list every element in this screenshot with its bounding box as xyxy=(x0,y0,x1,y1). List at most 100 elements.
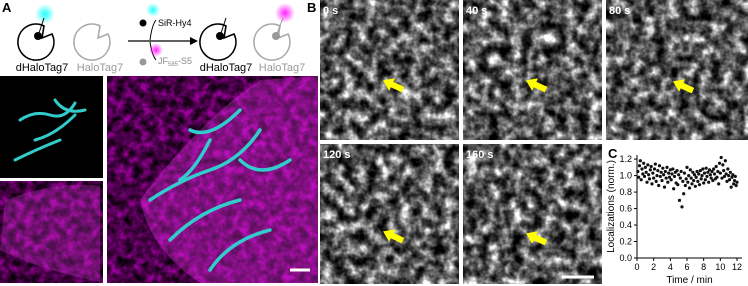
data-point xyxy=(642,174,647,179)
data-point xyxy=(663,169,667,174)
data-point xyxy=(695,169,699,174)
data-point xyxy=(733,174,737,179)
x-tick-label: 6 xyxy=(684,262,689,272)
data-point xyxy=(719,155,723,160)
data-point xyxy=(732,182,736,186)
data-point xyxy=(711,178,715,183)
data-point xyxy=(725,179,729,183)
ligand-suffix: -S5 xyxy=(178,56,192,66)
data-point xyxy=(647,173,651,177)
data-point xyxy=(684,177,688,181)
data-point xyxy=(697,172,701,176)
data-point xyxy=(637,175,641,179)
y-tick-label: 0.6 xyxy=(619,204,632,214)
data-point xyxy=(706,170,710,174)
data-point xyxy=(700,174,704,178)
x-tick-label: 12 xyxy=(732,262,742,272)
data-point xyxy=(678,176,682,180)
data-point xyxy=(645,180,649,184)
x-tick-label: 4 xyxy=(668,262,673,272)
data-point xyxy=(680,205,684,209)
data-point xyxy=(704,166,708,170)
data-point xyxy=(681,179,685,183)
data-point xyxy=(664,176,668,180)
data-point xyxy=(709,176,713,180)
data-point xyxy=(688,168,692,172)
data-point xyxy=(657,164,662,168)
data-point xyxy=(654,179,658,183)
data-point xyxy=(708,173,712,177)
data-point xyxy=(649,164,653,169)
data-point xyxy=(685,165,689,169)
data-point xyxy=(727,178,732,182)
panel-label: B xyxy=(307,0,316,15)
ligand-subscript: 585 xyxy=(168,62,179,68)
time-label: 80 s xyxy=(609,5,630,17)
data-point xyxy=(640,167,644,171)
data-point xyxy=(717,182,721,186)
data-point xyxy=(687,186,692,190)
data-point xyxy=(735,180,739,184)
ligand-label: JF585-S5 xyxy=(158,56,192,68)
data-point xyxy=(676,183,680,187)
scatter-chart: 0.0 0.2 0.4 0.6 0.8 1.0 1.2 0 2 4 6 8 10 12 Time / min… xyxy=(606,154,742,286)
data-point xyxy=(689,176,693,180)
data-point xyxy=(703,178,707,182)
y-axis-label: Localizations (norm.) xyxy=(606,160,617,253)
data-point xyxy=(679,169,683,174)
microscopy-images xyxy=(0,76,318,283)
data-point xyxy=(668,168,672,172)
data-point xyxy=(669,178,673,182)
data-point xyxy=(670,172,674,176)
data-point xyxy=(660,178,664,183)
data-point xyxy=(731,173,735,177)
data-point xyxy=(637,164,642,168)
data-point xyxy=(687,174,691,178)
time-label: 160 s xyxy=(466,149,494,161)
x-tick-label: 0 xyxy=(634,262,639,272)
y-tick-label: 1.0 xyxy=(619,171,632,181)
y-tick-label: 1.2 xyxy=(619,154,632,164)
data-point xyxy=(718,171,722,175)
data-point xyxy=(712,167,716,171)
time-label: 40 s xyxy=(466,5,487,17)
data-point xyxy=(650,182,654,186)
data-point xyxy=(722,174,727,179)
data-point xyxy=(714,164,718,169)
data-point xyxy=(702,171,707,175)
data-point xyxy=(651,171,655,175)
data-point xyxy=(729,185,733,189)
x-tick-label: 2 xyxy=(651,262,656,272)
data-point xyxy=(723,159,727,163)
data-point xyxy=(647,177,652,181)
data-point xyxy=(662,173,666,177)
data-point xyxy=(696,179,700,183)
data-point xyxy=(677,173,681,177)
data-point xyxy=(707,168,712,172)
data-point xyxy=(661,166,665,170)
ligand-label: SiR-Hy4 xyxy=(158,18,192,28)
protein-label: HaloTag7 xyxy=(77,62,123,74)
data-point xyxy=(694,175,698,179)
x-axis-label: Time / min xyxy=(666,275,712,286)
data-point xyxy=(657,183,661,188)
data-point xyxy=(710,169,714,174)
data-point xyxy=(675,169,679,173)
data-point xyxy=(707,180,711,184)
data-point xyxy=(641,172,645,176)
data-point xyxy=(658,174,662,179)
data-point xyxy=(727,174,731,178)
data-point xyxy=(652,176,656,180)
data-point xyxy=(692,173,697,177)
timelapse-images xyxy=(320,0,748,284)
data-point xyxy=(702,181,706,185)
data-point xyxy=(721,163,725,167)
y-tick-label: 0.2 xyxy=(619,237,632,247)
data-point xyxy=(686,180,690,184)
data-point xyxy=(697,183,702,187)
data-point xyxy=(712,172,717,176)
data-point xyxy=(652,167,657,171)
time-label: 0 s xyxy=(323,5,338,17)
data-point xyxy=(683,183,687,188)
